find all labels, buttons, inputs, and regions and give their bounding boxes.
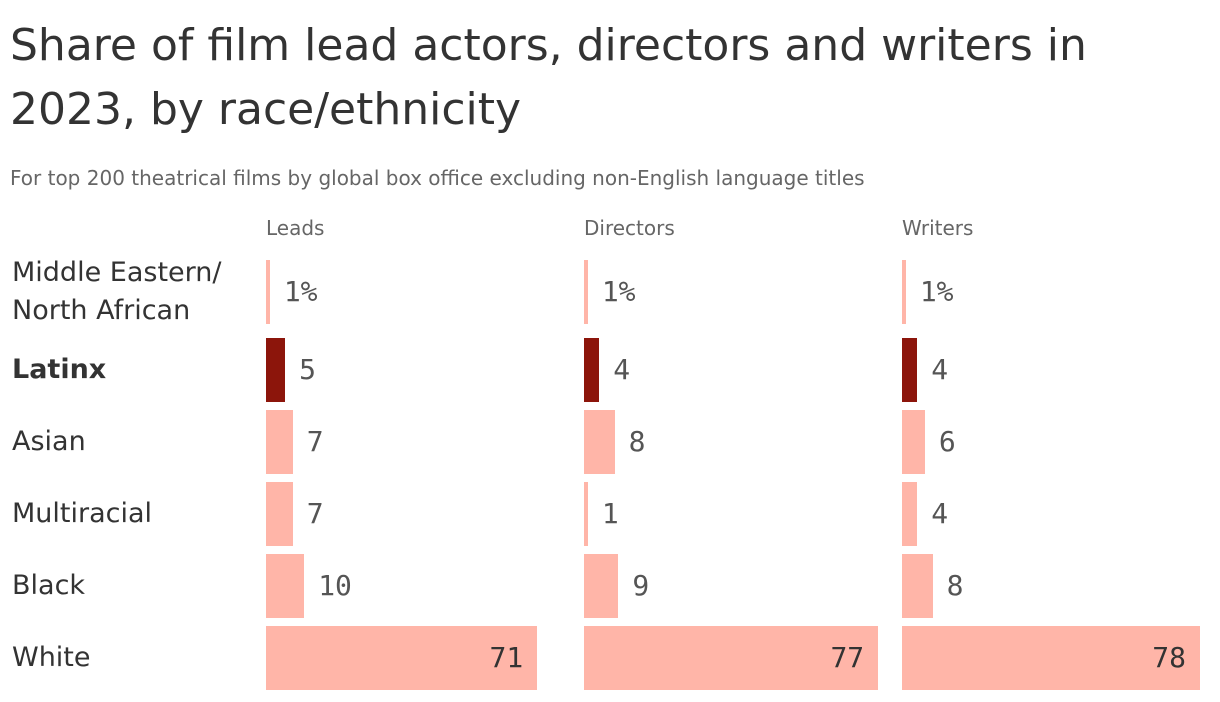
value-label: 4 <box>613 353 631 386</box>
value-label: 77 <box>830 641 865 674</box>
bar <box>584 554 619 618</box>
value-label: 4 <box>931 353 949 386</box>
chart-subtitle: For top 200 theatrical films by global b… <box>10 166 865 190</box>
value-label: 8 <box>946 569 964 602</box>
bar <box>902 410 925 474</box>
panel-header: Writers <box>902 216 974 240</box>
value-label: 7 <box>306 425 324 458</box>
bar <box>584 626 879 690</box>
value-label: 1% <box>601 275 636 308</box>
value-label: 1% <box>283 275 318 308</box>
value-label: 7 <box>306 497 324 530</box>
value-label: 78 <box>1152 641 1186 674</box>
bar <box>902 338 918 402</box>
bar <box>902 554 933 618</box>
bar <box>902 482 918 546</box>
bar <box>266 626 538 690</box>
category-label: Black <box>12 570 86 601</box>
bar <box>266 554 305 618</box>
chart-title: Share of film lead actors, directors and… <box>10 20 1087 135</box>
value-label: 1% <box>919 275 954 308</box>
value-label: 4 <box>931 497 949 530</box>
bar <box>584 338 600 402</box>
bar <box>266 482 293 546</box>
panel-header: Directors <box>584 216 675 240</box>
bar <box>584 482 588 546</box>
bar <box>266 338 286 402</box>
bar <box>266 260 270 324</box>
category-label: Middle Eastern/ North African <box>12 257 222 326</box>
panel-header: Leads <box>266 216 325 240</box>
value-label: 10 <box>318 569 352 602</box>
bar <box>584 260 588 324</box>
category-label: Multiracial <box>12 498 153 529</box>
value-label: 6 <box>938 425 956 458</box>
value-label: 8 <box>628 425 646 458</box>
category-label: Asian <box>12 426 86 457</box>
value-label: 71 <box>489 641 524 674</box>
bar <box>266 410 293 474</box>
value-label: 1 <box>601 497 619 530</box>
bar <box>902 260 906 324</box>
category-label: White <box>12 642 91 673</box>
bar <box>584 410 615 474</box>
category-label: Latinx <box>12 354 107 385</box>
value-label: 5 <box>299 353 316 386</box>
value-label: 9 <box>632 569 650 602</box>
bar <box>902 626 1200 690</box>
